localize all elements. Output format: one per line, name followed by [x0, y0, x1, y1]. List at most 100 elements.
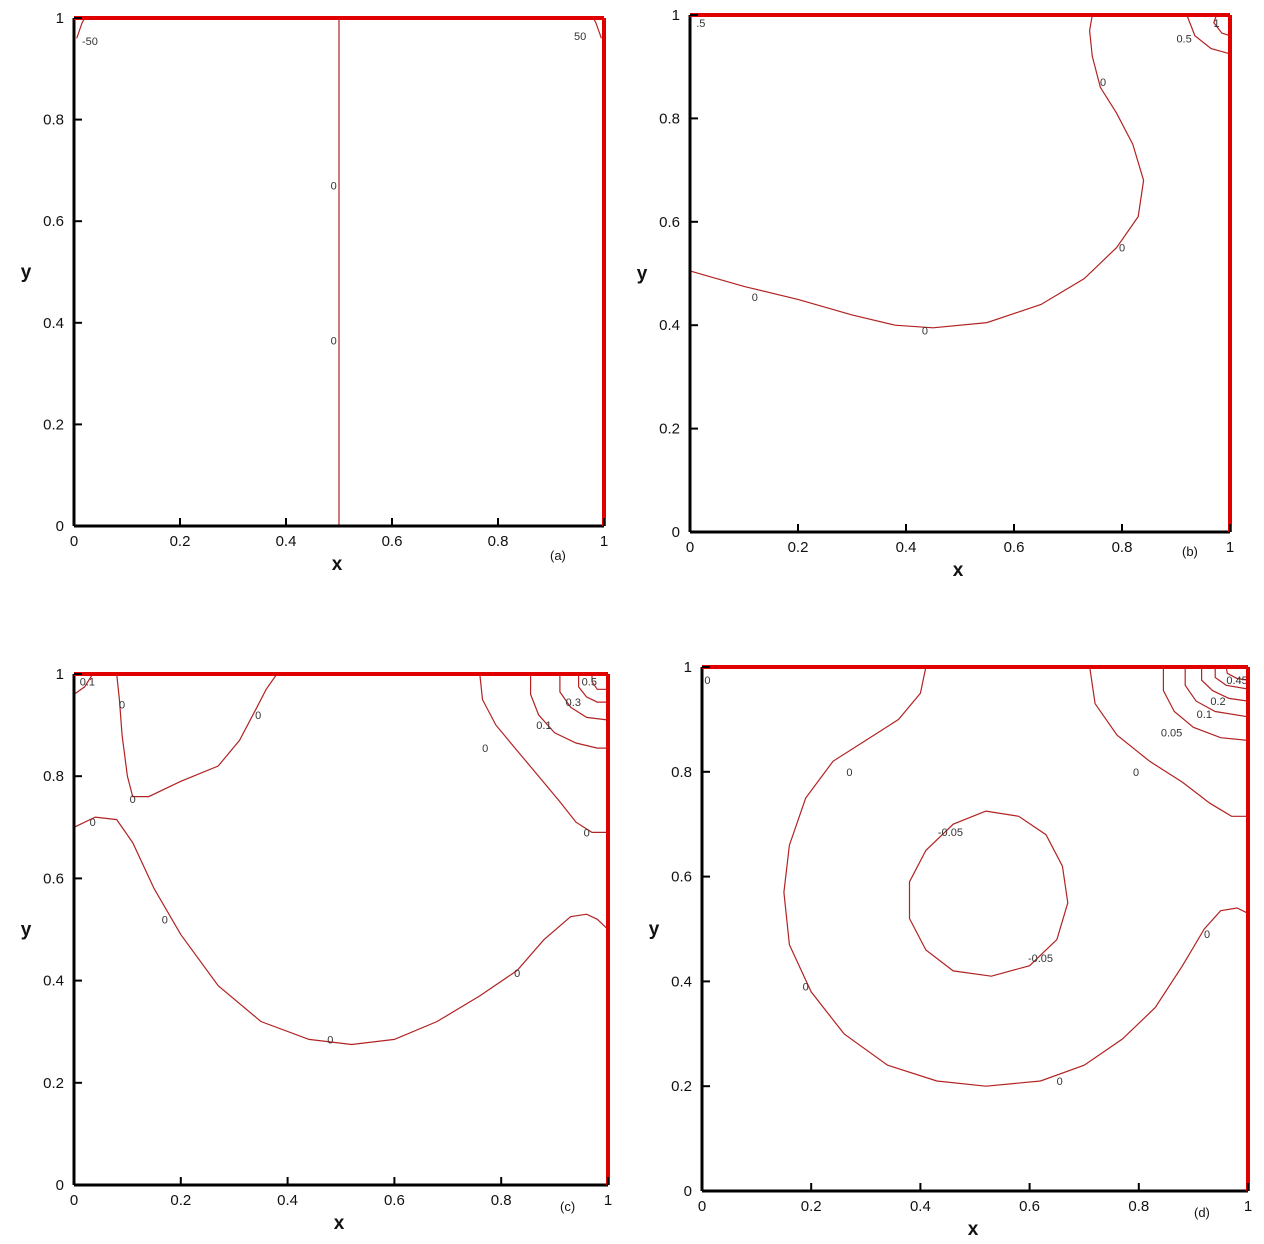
x-tick-label: 0.2: [170, 533, 191, 550]
contour-label: 0: [482, 743, 488, 755]
contour-label: 0: [331, 181, 337, 193]
contour-label: 0: [1057, 1076, 1063, 1088]
contour-label: -0.05: [938, 827, 963, 839]
contour-label: 0.5: [582, 677, 597, 689]
contour-panel-c: 0.1 0 0 0 0 0 0 0 0 0 0.1 0.3 0.5 0 0.2 0.4 0.6 0.8 1 0 0.2 0…: [0, 640, 632, 1239]
x-tick-label: 0: [70, 1192, 78, 1209]
contour-label: .5: [696, 18, 705, 30]
y-tick-label: 0.4: [43, 315, 64, 332]
y-axis-label: y: [21, 262, 32, 283]
y-tick-label: 0.2: [671, 1078, 692, 1095]
contour-line: [116, 673, 278, 798]
contour-line: [1186, 14, 1231, 55]
x-axis-label: x: [968, 1219, 979, 1239]
x-axis-label: x: [332, 554, 343, 575]
contour-label: 0: [752, 292, 758, 304]
contour-line: [73, 673, 94, 695]
y-tick-label: 0.6: [671, 869, 692, 886]
contour-label: 0: [130, 794, 136, 806]
y-tick-label: 0.2: [43, 1075, 64, 1092]
x-tick-label: 0.8: [491, 1192, 512, 1209]
x-tick-label: 0.8: [488, 533, 509, 550]
x-tick-label: 0.6: [384, 1192, 405, 1209]
x-axis-label: x: [953, 560, 964, 581]
y-axis-label: y: [637, 264, 648, 285]
y-tick-label: 1: [684, 659, 692, 676]
x-axis-label: x: [334, 1213, 345, 1234]
contour-label: 0: [922, 325, 928, 337]
x-tick-label: 0.2: [170, 1192, 191, 1209]
contour-label: 0.05: [1161, 728, 1182, 740]
contour-label: 0: [704, 675, 710, 687]
contour-line: [559, 674, 609, 721]
x-tick-label: 0: [698, 1198, 706, 1215]
y-axis-label: y: [21, 920, 32, 941]
contour-label: 1: [1213, 18, 1219, 30]
contour-label: 0.45: [1226, 675, 1247, 687]
contour-label: 0: [331, 336, 337, 348]
panel-label: (c): [560, 1199, 575, 1214]
y-tick-label: 0.4: [671, 973, 692, 990]
y-tick-label: 0: [56, 1177, 64, 1194]
contour-line: [1089, 666, 1248, 817]
contour-label: 0: [327, 1034, 333, 1046]
contour-line: [1162, 667, 1249, 741]
contour-label: 0: [162, 914, 168, 926]
x-tick-label: 0.2: [801, 1198, 822, 1215]
contour-label: 0.1: [1197, 709, 1212, 721]
contour-line: [73, 816, 609, 1046]
panel-label: (a): [550, 548, 566, 563]
y-tick-label: 0.8: [659, 110, 680, 127]
contour-label: -50: [82, 36, 98, 48]
y-tick-label: 0.6: [659, 214, 680, 231]
contour-label: 0.1: [536, 720, 551, 732]
x-tick-label: 1: [604, 1192, 612, 1209]
contour-line: [783, 666, 1249, 1087]
panel-label: (d): [1194, 1205, 1210, 1220]
contour-label: 0: [1204, 929, 1210, 941]
contour-line: [908, 810, 1069, 977]
contour-label: 0: [1133, 767, 1139, 779]
x-tick-label: 0.8: [1128, 1198, 1149, 1215]
contour-panel-b: .5 1 0.5 0 0 0 0 0 0.2 0.4 0.6 0.8 1 0 0.2 0.4 0.6 0.8 1 x y…: [632, 0, 1264, 600]
x-tick-label: 0.4: [277, 1192, 298, 1209]
x-tick-label: 0.4: [276, 533, 297, 550]
contour-panel-d: 0 0 0 0 0 0 -0.05 -0.05 0.05 0.1 0.2 0.45 0 0.2 0.4 0.6…: [632, 640, 1264, 1240]
y-tick-label: 0.6: [43, 213, 64, 230]
x-tick-label: 0.6: [1019, 1198, 1040, 1215]
x-tick-label: 0.8: [1112, 539, 1133, 556]
contour-label: 0: [803, 982, 809, 994]
contour-line: [1225, 666, 1249, 681]
x-tick-label: 0.4: [910, 1198, 931, 1215]
contour-line: [529, 674, 608, 749]
contour-label: 0: [255, 710, 261, 722]
y-tick-label: 1: [56, 10, 64, 27]
y-tick-label: 0.2: [659, 421, 680, 438]
y-tick-label: 0.6: [43, 870, 64, 887]
contour-line: [592, 17, 602, 39]
contour-label: 0: [1100, 77, 1106, 89]
contour-label: 0.2: [1210, 696, 1225, 708]
y-axis-label: y: [649, 919, 660, 940]
contour-label: 50: [574, 31, 586, 43]
contour-label: 0: [1119, 243, 1125, 255]
y-tick-label: 0: [672, 524, 680, 541]
x-tick-label: 0.4: [896, 539, 917, 556]
y-tick-label: 1: [672, 7, 680, 24]
x-tick-label: 0.6: [1004, 539, 1025, 556]
contour-label: 0: [514, 968, 520, 980]
y-tick-label: 0: [56, 518, 64, 535]
y-tick-label: 0.8: [43, 768, 64, 785]
y-tick-label: 0.8: [43, 112, 64, 129]
x-tick-label: 1: [1244, 1198, 1252, 1215]
contour-label: 0: [846, 767, 852, 779]
contour-line: [689, 14, 1145, 329]
y-tick-label: 0.8: [671, 764, 692, 781]
contour-line: [1200, 667, 1249, 702]
y-tick-label: 0.4: [43, 973, 64, 990]
panel-label: (b): [1182, 544, 1198, 559]
x-tick-label: 1: [1226, 539, 1234, 556]
